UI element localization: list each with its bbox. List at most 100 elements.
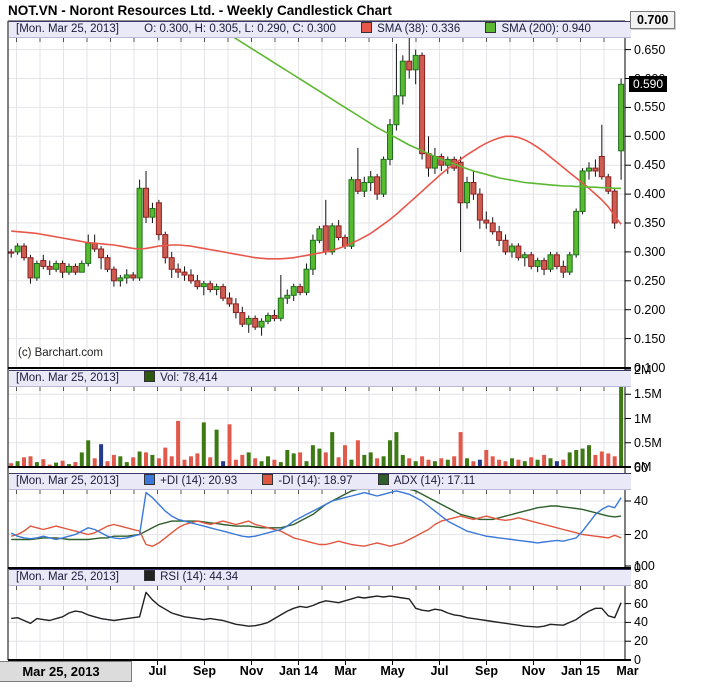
volume-bar: [497, 459, 502, 467]
candle-up: [78, 263, 85, 273]
volume-bar: [9, 463, 14, 467]
candle-up: [277, 297, 284, 319]
candle-down: [489, 222, 496, 233]
volume-axis-label: 0.5M: [634, 436, 662, 450]
candle-down: [27, 257, 34, 279]
candle-down: [425, 153, 432, 169]
volume-bar: [612, 456, 617, 467]
adx-legend-label: ADX (14): 17.11: [393, 475, 476, 487]
candle-up: [329, 225, 336, 253]
price-axis-label: 0.300: [634, 245, 666, 259]
cursor-date-box: Mar 25, 2013: [0, 661, 132, 682]
sma200-line: [233, 38, 622, 190]
volume-axis-label: 1M: [634, 412, 652, 426]
candle-up: [117, 277, 124, 282]
candle-down: [175, 268, 182, 273]
candle-down: [226, 297, 233, 305]
candle-down: [598, 156, 605, 178]
candle-down: [98, 248, 105, 259]
candle-up: [464, 182, 470, 204]
candle-down: [168, 257, 175, 270]
volume-bar: [137, 451, 142, 467]
candle-down: [374, 176, 381, 195]
volume-bar: [41, 459, 46, 467]
volume-bar: [368, 452, 373, 467]
volume-bar: [79, 452, 84, 467]
candle-up: [136, 187, 143, 279]
sma38-line: [11, 135, 622, 260]
candle-down: [239, 312, 246, 325]
candle-down: [560, 265, 567, 273]
dmi-panel-legend: [Mon. Mar 25, 2013] +DI (14): 20.93 -DI …: [9, 473, 631, 490]
dmi-axis-label: 40: [634, 494, 648, 508]
price-axis-label: 0.500: [634, 129, 666, 143]
volume-bar: [420, 456, 425, 467]
volume-bar: [426, 459, 431, 467]
time-axis-label: Sep: [193, 664, 216, 678]
candle-down: [232, 303, 239, 314]
volume-bar: [150, 454, 155, 467]
volume-bar: [240, 454, 245, 467]
price-axis-label: 0.350: [634, 216, 666, 230]
sma200-swatch-icon: [485, 22, 497, 33]
price-axis-label: 0.450: [634, 158, 666, 172]
volume-bar: [323, 452, 328, 467]
adx-swatch-icon: [377, 474, 389, 485]
volume-bar: [587, 445, 591, 467]
volume-bar: [54, 462, 59, 467]
price-axis-label: 0.200: [634, 303, 666, 317]
volume-bar: [266, 456, 270, 467]
plus-di-legend-entry: +DI (14): 20.93: [144, 474, 237, 487]
volume-bar: [362, 454, 367, 467]
volume-bar: [99, 444, 104, 467]
volume-bar: [432, 461, 437, 467]
rsi-swatch-icon: [144, 570, 156, 581]
sma38-legend-entry: SMA (38): 0.336: [361, 22, 460, 35]
candle-up: [566, 254, 573, 273]
candle-down: [155, 202, 162, 236]
candle-down: [188, 274, 194, 282]
volume-panel-legend: [Mon. Mar 25, 2013] Vol: 78,414: [9, 370, 631, 387]
candle-up: [85, 242, 92, 264]
candle-up: [348, 179, 355, 247]
time-axis-label: Sep: [475, 664, 498, 678]
volume-bar: [407, 458, 412, 467]
candle-up: [258, 320, 265, 328]
candle-down: [611, 190, 618, 224]
candle-up: [380, 158, 387, 195]
candle-up: [316, 228, 323, 241]
candle-up: [200, 283, 207, 288]
time-axis-label: Jul: [148, 664, 167, 678]
candle-down: [354, 179, 361, 192]
candle-down: [181, 271, 188, 276]
volume-bar: [182, 459, 187, 467]
dmi-axis-label: 60: [634, 461, 648, 475]
time-axis-label: Mar: [334, 664, 357, 678]
price-axis-label: 0.250: [634, 274, 666, 288]
volume-bar: [28, 456, 33, 467]
candle-up: [412, 54, 419, 71]
volume-bar: [272, 459, 277, 467]
volume-bar: [548, 458, 553, 467]
volume-bar: [554, 461, 559, 467]
volume-bar: [355, 440, 360, 467]
volume-bar: [567, 452, 572, 467]
candle-down: [476, 193, 483, 221]
candle-down: [46, 265, 53, 270]
price-axis-label: 0.400: [634, 187, 666, 201]
volume-bar: [593, 454, 598, 467]
volume-bar: [131, 457, 136, 467]
sma200-legend-entry: SMA (200): 0.940: [485, 22, 591, 35]
volume-bar: [124, 462, 129, 467]
candle-up: [361, 182, 368, 192]
candle-down: [110, 268, 117, 282]
volume-bar: [285, 450, 290, 467]
volume-bar: [111, 454, 116, 467]
candle-up: [265, 315, 271, 322]
volume-axis-label: 0M: [634, 460, 652, 474]
candle-up: [53, 263, 60, 270]
volume-bar: [22, 457, 26, 467]
candle-down: [40, 260, 47, 267]
candle-up: [367, 176, 374, 184]
